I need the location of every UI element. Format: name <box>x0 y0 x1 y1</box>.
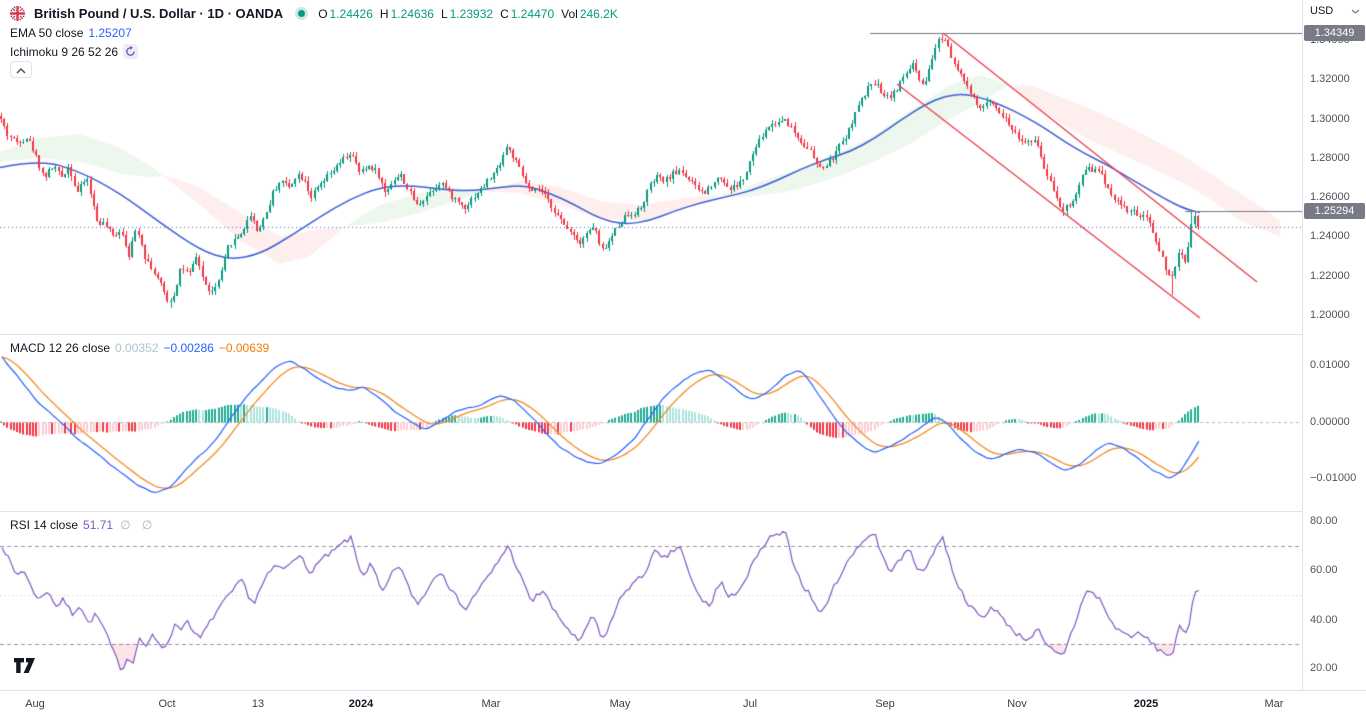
time-tick-label: Aug <box>25 698 45 710</box>
price-tick-label: 1.26000 <box>1310 191 1350 203</box>
macd-legend[interactable]: MACD 12 26 close 0.00352 −0.00286 −0.006… <box>10 341 269 355</box>
currency-label: USD <box>1310 5 1334 17</box>
price-tick-label: 1.30000 <box>1310 113 1350 125</box>
low-value: 1.23932 <box>449 6 494 21</box>
price-tick-label: 1.24000 <box>1310 230 1350 242</box>
ema-label: EMA 50 close <box>10 26 84 40</box>
rsi-value: 51.71 <box>83 518 114 532</box>
chevron-up-icon <box>16 62 26 77</box>
time-tick-label: Nov <box>1007 698 1027 710</box>
open-value: 1.24426 <box>329 6 373 21</box>
ema-value: 1.25207 <box>88 26 132 40</box>
price-tick-label: 40.00 <box>1310 614 1338 626</box>
low-label: L <box>440 6 448 21</box>
macd-signal-value: −0.00639 <box>218 341 270 355</box>
gbp-flag-icon <box>10 6 25 21</box>
time-tick-label: Mar <box>1264 698 1284 710</box>
price-tick-label: 80.00 <box>1310 515 1338 527</box>
price-level-badge: 1.25294 <box>1304 203 1365 219</box>
rsi-hidden-band-icons: ∅ ∅ <box>120 518 157 532</box>
price-tick-label: 1.28000 <box>1310 152 1350 164</box>
volume-label: Vol <box>561 6 578 21</box>
time-tick-label: 2025 <box>1133 698 1159 710</box>
volume-value: 246.2K <box>579 6 618 21</box>
high-value: 1.24636 <box>390 6 434 21</box>
price-tick-label: 60.00 <box>1310 564 1338 576</box>
pane-divider-macd-rsi[interactable] <box>0 511 1366 512</box>
time-tick-label: Sep <box>875 698 895 710</box>
rsi-label: RSI 14 close <box>10 518 79 532</box>
chevron-down-icon <box>1351 5 1360 17</box>
pane-divider-main-macd[interactable] <box>0 334 1366 335</box>
close-value: 1.24470 <box>510 6 555 21</box>
ema-legend[interactable]: EMA 50 close 1.25207 <box>10 26 132 40</box>
time-tick-label: May <box>609 698 631 710</box>
price-tick-label: 0.00000 <box>1310 416 1350 428</box>
price-tick-label: 1.32000 <box>1310 73 1350 85</box>
time-tick-label: 13 <box>251 698 265 710</box>
time-tick-label: Oct <box>158 698 176 710</box>
price-tick-label: 1.20000 <box>1310 309 1350 321</box>
symbol-legend: British Pound / U.S. Dollar · 1D · OANDA… <box>10 6 618 21</box>
open-label: O <box>318 6 328 21</box>
macd-hist-value: 0.00352 <box>115 341 159 355</box>
tradingview-logo[interactable] <box>13 657 36 679</box>
high-label: H <box>379 6 389 21</box>
price-level-badge: 1.34349 <box>1304 25 1365 41</box>
price-tick-label: 0.01000 <box>1310 359 1350 371</box>
price-axis[interactable]: USD 1.340001.320001.300001.280001.260001… <box>1302 0 1366 690</box>
time-tick-label: 2024 <box>348 698 374 710</box>
time-axis[interactable]: Aug Oct 13 2024 Mar May Jul Sep Nov 2025 Mar <box>0 690 1366 719</box>
symbol-title[interactable]: British Pound / U.S. Dollar · 1D · OANDA <box>34 6 284 21</box>
macd-label: MACD 12 26 close <box>10 341 111 355</box>
price-tick-label: 1.22000 <box>1310 270 1350 282</box>
macd-line-value: −0.00286 <box>163 341 214 355</box>
rsi-legend[interactable]: RSI 14 close 51.71 ∅ ∅ <box>10 518 156 532</box>
chart-canvas[interactable] <box>0 0 1302 690</box>
ohlc-values: O 1.24426 H 1.24636 L 1.23932 C 1.24470 Vol 2… <box>318 7 618 21</box>
collapse-legend-button[interactable] <box>10 61 32 78</box>
market-status-dot[interactable] <box>298 10 306 17</box>
currency-selector[interactable]: USD <box>1303 0 1366 22</box>
ichimoku-legend[interactable]: Ichimoku 9 26 52 26 <box>10 44 139 59</box>
time-tick-label: Jul <box>742 698 758 710</box>
price-tick-label: 20.00 <box>1310 662 1338 674</box>
close-label: C <box>500 6 509 21</box>
time-tick-label: Mar <box>481 698 501 710</box>
ichimoku-label: Ichimoku 9 26 52 26 <box>10 44 119 59</box>
ichimoku-sync-icon <box>123 44 139 59</box>
price-tick-label: −0.01000 <box>1310 472 1357 484</box>
